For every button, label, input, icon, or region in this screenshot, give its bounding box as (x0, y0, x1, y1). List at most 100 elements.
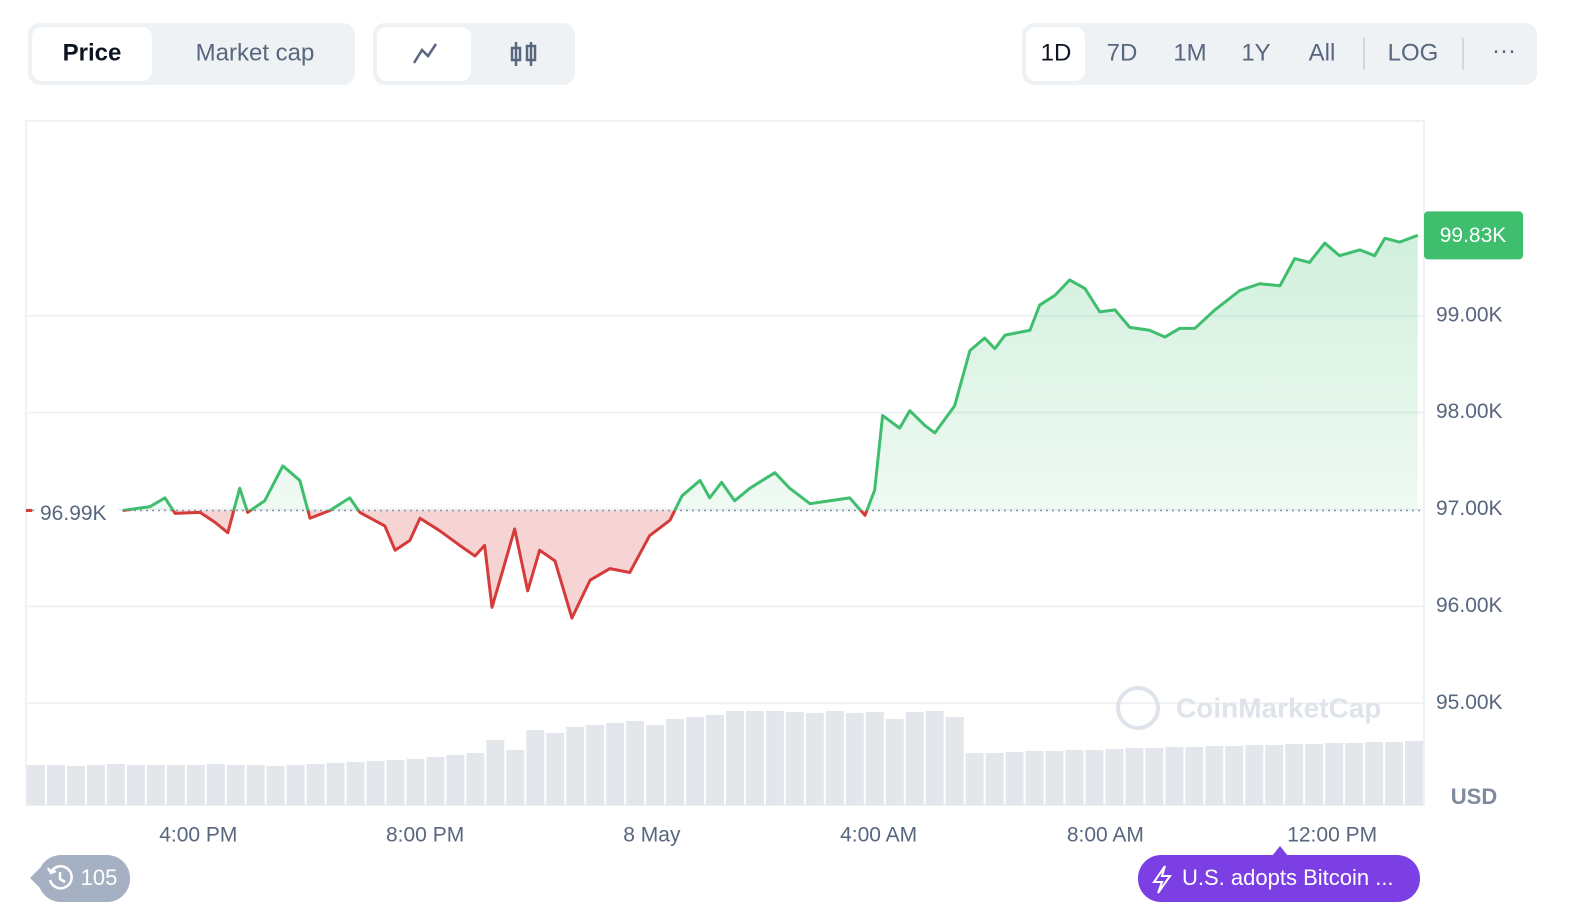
last-price-tag (1424, 211, 1523, 260)
volume-bar (666, 719, 685, 805)
news-pill[interactable] (1138, 855, 1420, 902)
currency-label: USD (1451, 784, 1497, 809)
volume-bar (1345, 743, 1364, 805)
volume-bar (506, 750, 525, 805)
y-tick-label: 98.00K (1436, 400, 1503, 423)
line-chart-button[interactable] (377, 27, 471, 81)
volume-bar (1385, 742, 1404, 805)
plot-frame (25, 120, 1425, 806)
volume-bar (1105, 749, 1124, 805)
volume-bar (1125, 748, 1144, 805)
volume-bar (1165, 747, 1184, 805)
volume-bar (146, 765, 165, 805)
volume-bar (366, 761, 385, 805)
x-tick-label: 4:00 PM (159, 824, 237, 847)
volume-bar (626, 721, 645, 805)
volume-bar (46, 765, 65, 805)
volume-bar (226, 765, 245, 805)
volume-bar (1145, 748, 1164, 805)
volume-bar (306, 764, 325, 805)
volume-bar (86, 765, 105, 805)
volume-bar (706, 715, 724, 805)
volume-bar (206, 764, 225, 805)
volume-bar (905, 712, 924, 805)
volume-bar (1305, 744, 1324, 805)
news-text[interactable]: U.S. adopts Bitcoin ... (1182, 865, 1394, 890)
volume-bar (386, 760, 405, 805)
volume-bar (126, 765, 145, 805)
volume-bar (1285, 744, 1304, 805)
volume-bar (805, 713, 824, 805)
volume-bar (1205, 746, 1224, 805)
volume-bar (985, 753, 1004, 805)
volume-bar (466, 753, 485, 805)
volume-bar (426, 757, 445, 805)
volume-bar (646, 725, 665, 805)
volume-bar (745, 711, 764, 805)
volume-bar (566, 727, 585, 805)
volume-bar (865, 712, 884, 805)
volume-bar (686, 717, 705, 805)
range-button[interactable]: All (1309, 39, 1336, 66)
volume-bar (965, 753, 984, 805)
log-button[interactable]: LOG (1388, 39, 1439, 66)
view-selected[interactable] (32, 27, 152, 81)
volume-bar (1045, 751, 1064, 805)
range-button[interactable]: 1M (1173, 39, 1206, 66)
volume-bar (1085, 750, 1104, 805)
volume-bar (526, 730, 545, 805)
plot: 95.00K 96.00K 97.00K 98.00K 99.00K 4:00 PM 8:0… (26, 211, 1523, 847)
volume-bar (446, 755, 465, 805)
volume-bar (546, 733, 565, 805)
range-selected[interactable] (1026, 27, 1085, 81)
volume-bar (406, 759, 425, 805)
volume-bar (1325, 743, 1344, 805)
volume-bar (326, 763, 345, 805)
volume-bar (1365, 742, 1384, 805)
history-icon (46, 865, 73, 890)
volume-bar (945, 717, 964, 805)
volume-bar (925, 711, 944, 805)
volume-bar (346, 762, 365, 805)
last-price-label: 99.83K (1440, 224, 1507, 247)
volume-bar (1025, 751, 1044, 805)
watermark-logo (1116, 686, 1160, 730)
range-button[interactable]: 1Y (1241, 39, 1270, 66)
volume-bar (765, 711, 784, 805)
price-line (122, 233, 1419, 620)
volume-bar (266, 766, 285, 805)
volume-bar (66, 766, 85, 805)
volume-bar (1265, 745, 1284, 805)
range-button[interactable]: 7D (1107, 39, 1138, 66)
y-tick-label: 95.00K (1436, 691, 1503, 714)
volume-bar (785, 712, 804, 805)
volume-bar (106, 764, 125, 805)
volume-bar (825, 711, 844, 805)
x-tick-label: 8:00 AM (1067, 824, 1144, 847)
price-tab[interactable]: Price (63, 39, 122, 66)
range-button[interactable]: 1D (1041, 39, 1072, 66)
volume-bar (586, 725, 605, 805)
volume-bar (1185, 747, 1204, 805)
more-button[interactable]: ··· (1492, 37, 1516, 64)
volume-bar (486, 740, 505, 805)
volume-bar (726, 711, 744, 805)
reference-label: 96.99K (40, 502, 107, 525)
volume-bar (1225, 746, 1244, 805)
y-tick-label: 97.00K (1436, 497, 1503, 520)
price-area (122, 235, 1418, 619)
volume-bar (27, 765, 45, 805)
volume-bar (1405, 741, 1423, 805)
volume-bar (1245, 745, 1264, 805)
reference-label-bg (36, 496, 118, 525)
volume-bar (606, 723, 625, 805)
market-cap-tab[interactable]: Market cap (196, 39, 315, 66)
candle-icon[interactable] (510, 42, 537, 66)
y-tick-label: 99.00K (1436, 303, 1503, 326)
x-tick-label: 4:00 AM (840, 824, 917, 847)
range-toggle (1022, 23, 1537, 85)
volume-bar (885, 719, 904, 805)
x-tick-label: 8 May (623, 824, 681, 847)
volume-bar (845, 713, 864, 805)
